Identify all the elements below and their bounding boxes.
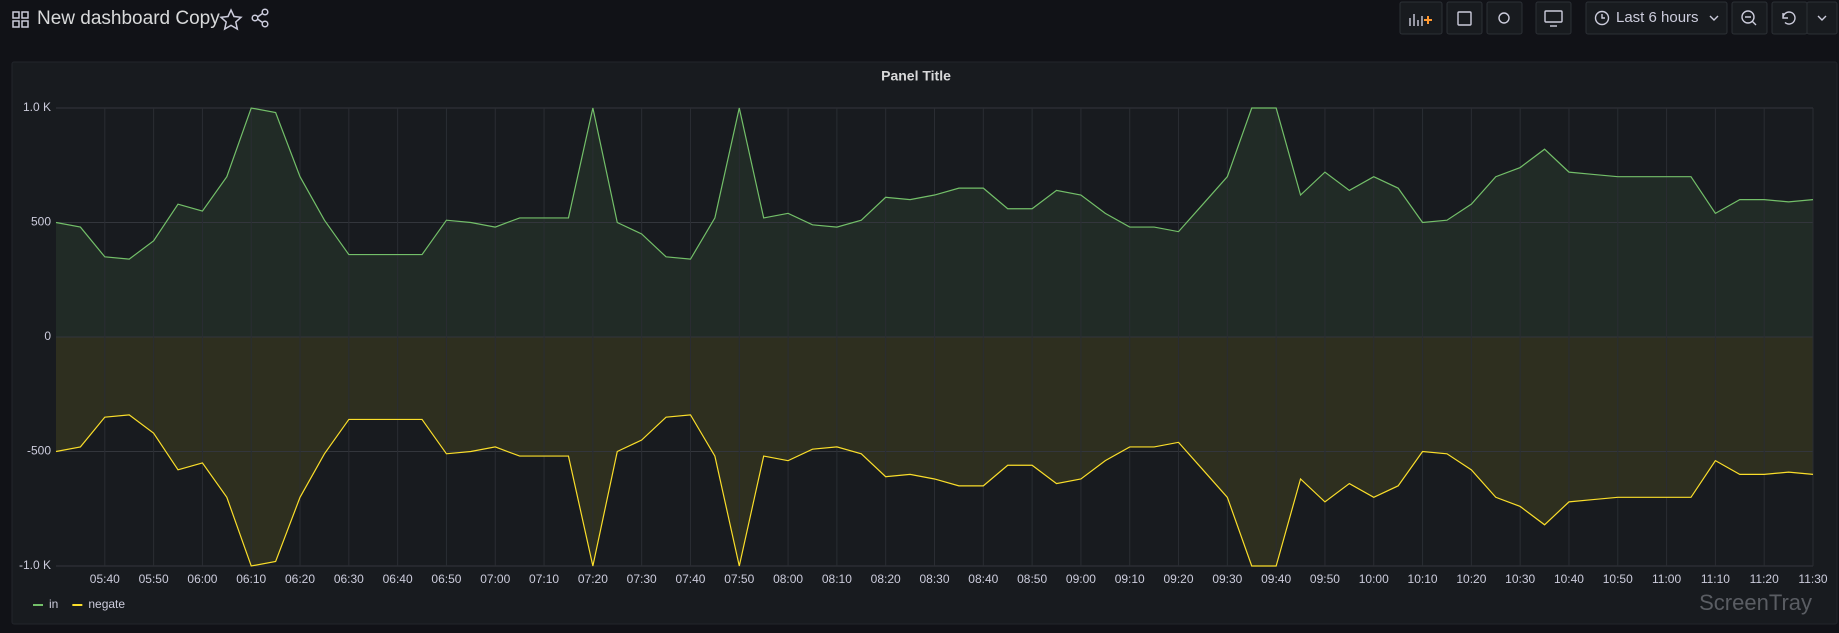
x-tick-label: 10:40 [1554, 572, 1584, 586]
x-tick-label: 09:20 [1164, 572, 1194, 586]
x-tick-label: 06:00 [187, 572, 217, 586]
x-tick-label: 09:50 [1310, 572, 1340, 586]
y-tick-label: 500 [31, 215, 51, 229]
x-tick-label: 07:00 [480, 572, 510, 586]
x-tick-label: 08:40 [968, 572, 998, 586]
watermark: ScreenTray [1699, 590, 1812, 615]
refresh-interval-button[interactable] [1806, 1, 1838, 35]
x-tick-label: 07:10 [529, 572, 559, 586]
legend-label[interactable]: negate [88, 597, 125, 611]
x-tick-label: 07:50 [724, 572, 754, 586]
x-tick-label: 08:50 [1017, 572, 1047, 586]
x-tick-label: 09:40 [1261, 572, 1291, 586]
star-button[interactable] [219, 8, 243, 31]
y-tick-label: -500 [27, 444, 51, 458]
refresh-button[interactable] [1771, 1, 1808, 35]
x-tick-label: 06:40 [383, 572, 413, 586]
series-line [55, 107, 1814, 260]
panel [11, 61, 1838, 625]
x-tick-label: 07:40 [675, 572, 705, 586]
zoom-out-button[interactable] [1731, 1, 1768, 35]
tv-button[interactable] [1535, 1, 1572, 35]
x-tick-label: 08:30 [919, 572, 949, 586]
time-range-label[interactable]: Last 6 hours [1616, 9, 1699, 26]
x-tick-label: 09:00 [1066, 572, 1096, 586]
save-button[interactable] [1446, 1, 1483, 35]
x-tick-label: 08:00 [773, 572, 803, 586]
x-tick-label: 10:50 [1603, 572, 1633, 586]
panel-title[interactable]: Panel Title [881, 68, 951, 84]
series-line [55, 414, 1814, 567]
x-tick-label: 09:10 [1115, 572, 1145, 586]
x-tick-label: 05:40 [90, 572, 120, 586]
y-tick-label: 1.0 K [23, 100, 51, 114]
dashboard-title[interactable]: New dashboard Copy [37, 8, 220, 29]
time-picker[interactable] [1585, 1, 1728, 35]
plot: -1.0 K -500 0 500 1.0 K 05:40 05:50 06:00 06:10 0… [19, 100, 1828, 611]
x-tick-label: 06:30 [334, 572, 364, 586]
x-tick-label: 11:20 [1750, 572, 1779, 586]
x-tick-label: 06:50 [431, 572, 461, 586]
y-tick-label: 0 [44, 329, 51, 343]
x-tick-label: 06:20 [285, 572, 315, 586]
share-button[interactable] [251, 8, 269, 28]
x-tick-label: 07:30 [627, 572, 657, 586]
x-tick-label: 05:50 [139, 572, 169, 586]
add-panel-button[interactable] [1399, 1, 1443, 35]
grid-icon[interactable] [12, 11, 29, 28]
x-tick-label: 08:10 [822, 572, 852, 586]
x-tick-label: 06:10 [236, 572, 266, 586]
x-tick-label: 10:10 [1408, 572, 1438, 586]
x-tick-label: 07:20 [578, 572, 608, 586]
x-tick-label: 11:10 [1701, 572, 1730, 586]
x-tick-label: 09:30 [1212, 572, 1242, 586]
x-tick-label: 11:30 [1798, 572, 1827, 586]
x-tick-label: 08:20 [871, 572, 901, 586]
x-tick-label: 10:00 [1359, 572, 1389, 586]
legend-label[interactable]: in [49, 597, 58, 611]
settings-button[interactable] [1486, 1, 1523, 35]
x-tick-label: 10:30 [1505, 572, 1535, 586]
x-tick-label: 10:20 [1456, 572, 1486, 586]
toolbar-icons [1409, 10, 1827, 27]
y-tick-label: -1.0 K [19, 558, 51, 572]
x-tick-label: 11:00 [1652, 572, 1681, 586]
